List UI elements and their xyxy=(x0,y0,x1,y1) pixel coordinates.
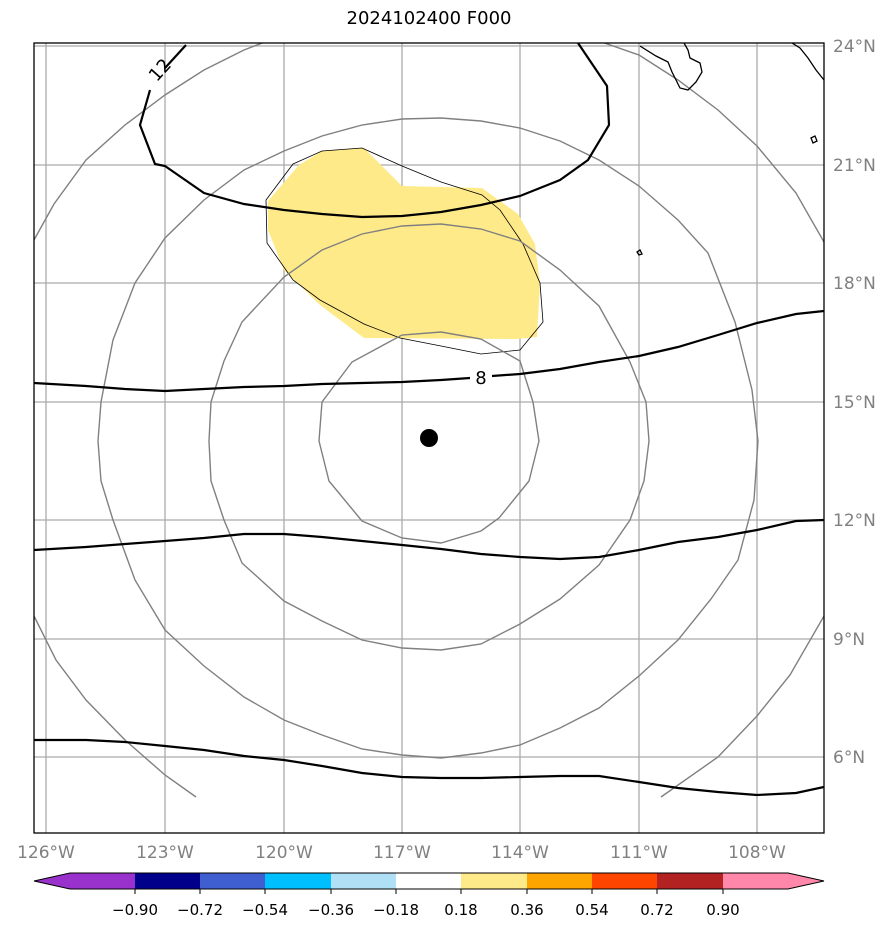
colorbar-bin xyxy=(723,873,788,889)
lon-tick-labels: 126°W 123°W 120°W 117°W 114°W 111°W 108°… xyxy=(17,843,786,863)
colorbar-label: −0.18 xyxy=(373,901,419,919)
colorbar-outline xyxy=(33,872,825,890)
lon-tick-label: 111°W xyxy=(610,843,668,863)
colorbar-bin xyxy=(70,873,135,889)
colorbar-bin xyxy=(331,873,396,889)
lat-tick-label: 18°N xyxy=(833,274,876,294)
colorbar-label: 0.54 xyxy=(575,901,608,919)
distance-ring-2 xyxy=(208,223,650,651)
shaded-region xyxy=(268,148,540,339)
colorbar-bin xyxy=(461,873,527,889)
contour-8 xyxy=(34,309,824,393)
lon-tick-label: 126°W xyxy=(17,843,75,863)
contour-lines xyxy=(34,43,824,797)
colorbar-label: −0.36 xyxy=(308,901,354,919)
distance-ring-inner xyxy=(318,331,540,544)
distance-ring-4-lower xyxy=(34,615,197,798)
lon-tick-label: 120°W xyxy=(255,843,313,863)
colorbar-bin xyxy=(527,873,592,889)
shaded-region-outline xyxy=(265,147,544,355)
coastline-mainland xyxy=(791,43,824,81)
colorbar-bin xyxy=(265,873,331,889)
colorbar-label: 0.72 xyxy=(640,901,673,919)
contour-lower-2 xyxy=(34,738,824,797)
contour-label-8: 8 xyxy=(475,368,486,389)
lon-tick-label: 117°W xyxy=(373,843,431,863)
contour-lower-1 xyxy=(34,518,824,561)
island-2 xyxy=(636,249,643,256)
colorbar-label: −0.72 xyxy=(177,901,223,919)
colorbar-label: −0.90 xyxy=(112,901,158,919)
colorbar-label: 0.36 xyxy=(510,901,543,919)
lat-tick-label: 24°N xyxy=(833,37,876,57)
colorbar-label: 0.18 xyxy=(444,901,477,919)
colorbar-extend-low xyxy=(34,873,70,889)
colorbar-bin xyxy=(396,873,461,889)
lon-tick-label: 123°W xyxy=(136,843,194,863)
lat-tick-label: 6°N xyxy=(833,748,865,768)
storm-center-marker xyxy=(420,429,438,447)
colorbar-bin xyxy=(135,873,200,889)
colorbar-label: −0.54 xyxy=(242,901,288,919)
lat-tick-labels: 24°N 21°N 18°N 15°N 12°N 9°N 6°N xyxy=(833,37,876,768)
distance-ring-3 xyxy=(97,117,759,759)
lon-tick-label: 108°W xyxy=(728,843,786,863)
colorbar-label: 0.90 xyxy=(706,901,739,919)
lat-tick-label: 12°N xyxy=(833,511,876,531)
contour-label-12: 12 xyxy=(145,55,176,86)
lat-tick-label: 21°N xyxy=(833,156,876,176)
colorbar-bin xyxy=(200,873,265,889)
distance-ring-4-lower-right xyxy=(660,615,824,798)
colorbar-bin xyxy=(657,873,723,889)
lat-tick-label: 9°N xyxy=(833,630,865,650)
distance-rings xyxy=(34,43,824,798)
colorbar-bin xyxy=(592,873,657,889)
coastline xyxy=(636,43,824,256)
map-title: 2024102400 F000 xyxy=(346,8,512,29)
coastline-baja xyxy=(639,43,703,91)
lat-tick-label: 15°N xyxy=(833,393,876,413)
axes-frame xyxy=(33,42,825,834)
island-1 xyxy=(810,135,818,144)
lon-tick-label: 114°W xyxy=(491,843,549,863)
colorbar-extend-high xyxy=(788,873,824,889)
colorbar: −0.90 −0.72 −0.54 −0.36 −0.18 0.18 0.36 … xyxy=(33,872,825,919)
contour-12 xyxy=(138,43,611,219)
